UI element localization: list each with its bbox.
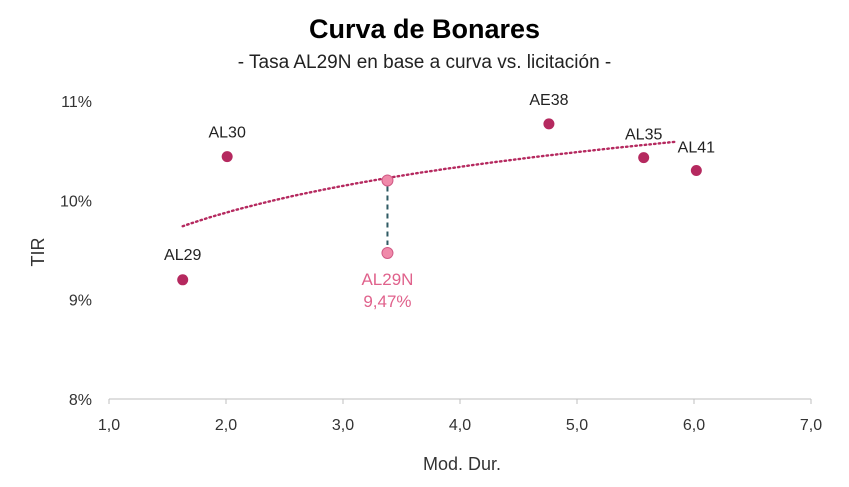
bond-label: AL35 <box>625 127 662 144</box>
bond-point <box>638 152 650 164</box>
y-tick-label: 9% <box>69 293 92 310</box>
y-tick-label: 8% <box>69 392 92 409</box>
curve-point <box>381 174 394 187</box>
bond-label: AL30 <box>208 125 245 142</box>
y-axis-label: TIR <box>28 238 48 267</box>
chart-title: Curva de Bonares <box>308 14 541 44</box>
bond-label: AE38 <box>529 92 568 109</box>
x-tick-label: 1,0 <box>98 417 120 434</box>
y-tick-label: 10% <box>60 193 92 210</box>
bond-label: AL41 <box>678 140 715 157</box>
x-tick-label: 7,0 <box>800 417 822 434</box>
chart-subtitle: - Tasa AL29N en base a curva vs. licitac… <box>237 52 612 73</box>
al29n-value-label: 9,47% <box>363 292 411 311</box>
x-tick-label: 5,0 <box>566 417 588 434</box>
al29n-label: AL29N <box>361 270 413 289</box>
y-tick-label: 11% <box>61 94 92 111</box>
x-tick-label: 2,0 <box>215 417 237 434</box>
x-tick-label: 6,0 <box>683 417 705 434</box>
bond-point <box>690 165 702 177</box>
bond-point <box>543 118 555 130</box>
trendline <box>181 140 678 228</box>
bond-label: AL29 <box>164 247 201 264</box>
bond-point <box>221 151 233 163</box>
al29n-point <box>381 246 394 259</box>
x-tick-label: 3,0 <box>332 417 354 434</box>
bond-point <box>177 274 189 286</box>
x-axis-label: Mod. Dur. <box>423 454 501 474</box>
x-tick-label: 4,0 <box>449 417 471 434</box>
